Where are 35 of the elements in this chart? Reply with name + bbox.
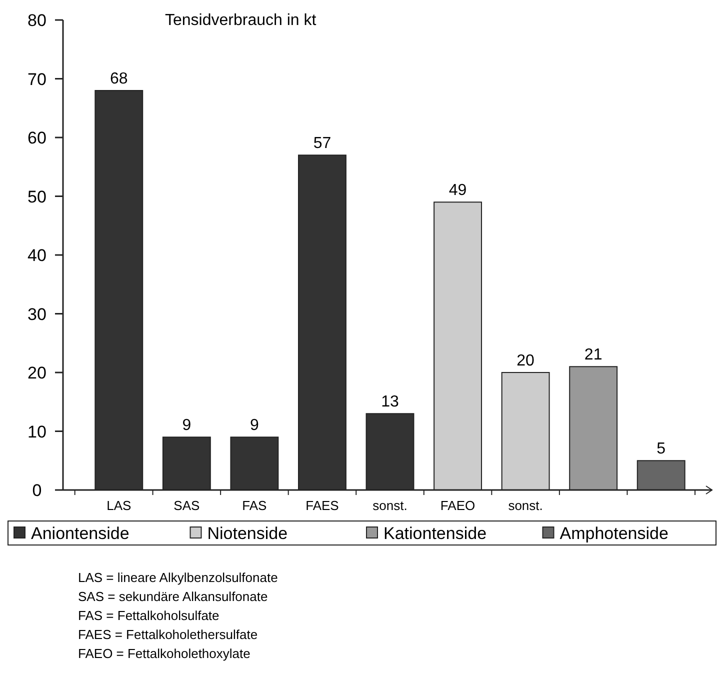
data-label: 9 — [182, 417, 192, 434]
x-tick-label: FAEO — [440, 498, 476, 513]
legend-label: Aniontenside — [31, 524, 130, 543]
legend-label: Amphotenside — [560, 524, 668, 543]
x-tick-label: sonst. — [508, 498, 543, 513]
data-label: 20 — [516, 352, 535, 370]
y-tick-label: 30 — [28, 304, 46, 324]
x-tick-label: FAS — [242, 498, 268, 513]
data-label: 13 — [381, 394, 399, 411]
y-tick-label: 70 — [28, 70, 46, 89]
y-tick-label: 60 — [28, 128, 46, 148]
data-label: 21 — [584, 346, 602, 364]
text: FAES = Fettalkoholethersulfate — [78, 627, 258, 642]
text: LAS = lineare Alkylbenzolsulfonate — [78, 570, 278, 585]
data-label: 49 — [448, 182, 467, 200]
x-tick-label: FAES — [306, 498, 340, 513]
y-tick-label: 20 — [28, 364, 46, 382]
legend-label: Niotenside — [207, 524, 288, 543]
x-tick-label: sonst. — [372, 498, 408, 513]
y-tick-label: 40 — [28, 246, 46, 265]
y-tick-label: 0 — [32, 481, 42, 500]
text: SAS = sekundäre Alkansulfonate — [78, 589, 268, 604]
x-tick-label: SAS — [174, 498, 200, 513]
chart-title: Tensidverbrauch in kt — [165, 12, 317, 29]
text: FAEO = Fettalkoholethoxylate — [78, 646, 250, 661]
y-tick-label: 50 — [28, 187, 46, 206]
y-tick-label: 10 — [28, 422, 46, 442]
y-tick-label: 80 — [28, 11, 46, 30]
data-label: 68 — [110, 70, 128, 88]
text: FAS = Fettalkoholsulfate — [78, 608, 220, 623]
data-label: 57 — [313, 135, 332, 152]
data-label: 5 — [656, 440, 666, 458]
legend-label: Kationtenside — [384, 524, 487, 543]
x-tick-label: LAS — [106, 498, 132, 513]
data-label: 9 — [250, 417, 259, 434]
